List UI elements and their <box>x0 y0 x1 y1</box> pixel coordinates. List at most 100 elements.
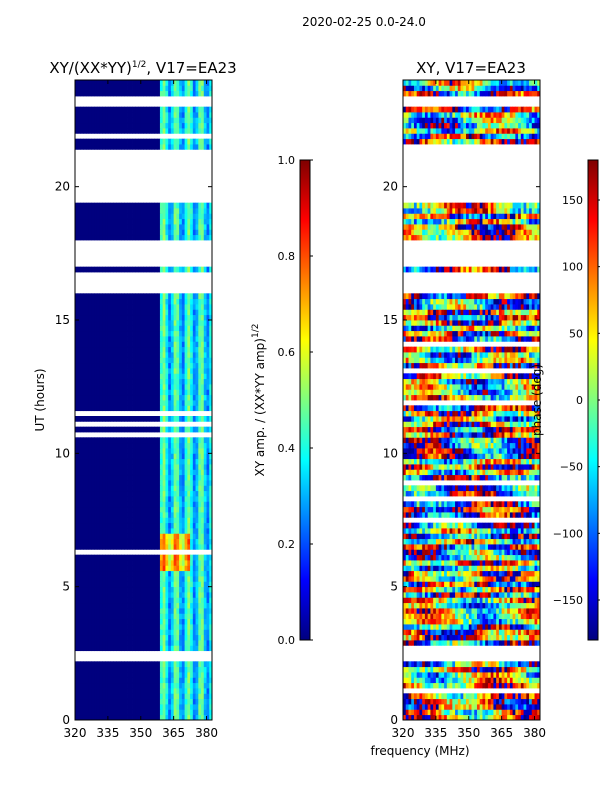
heatmap-cell <box>121 389 125 396</box>
heatmap-cell <box>80 448 84 454</box>
heatmap-cell <box>96 480 101 486</box>
heatmap-cell <box>173 304 177 310</box>
heatmap-cell <box>127 362 131 369</box>
heatmap-cell <box>94 538 98 545</box>
heatmap-cell <box>110 234 114 241</box>
heatmap-cell <box>77 373 81 380</box>
heatmap-cell <box>94 688 98 694</box>
heatmap-cell <box>419 698 423 705</box>
heatmap-cell <box>159 714 164 720</box>
heatmap-cell <box>85 346 90 353</box>
heatmap-cell <box>181 400 185 406</box>
heatmap-cell <box>198 341 202 348</box>
heatmap-cell <box>91 640 95 646</box>
heatmap-cell <box>83 602 87 609</box>
heatmap-cell <box>198 469 202 476</box>
heatmap-cell <box>96 213 101 220</box>
heatmap-cell <box>146 224 150 230</box>
heatmap-cell <box>110 688 114 694</box>
heatmap-cell <box>168 480 172 486</box>
heatmap-cell <box>515 693 519 700</box>
heatmap-cell <box>132 346 136 353</box>
heatmap-cell <box>132 394 136 401</box>
heatmap-cell <box>94 693 98 700</box>
heatmap-cell <box>168 357 172 364</box>
heatmap-cell <box>209 506 212 513</box>
heatmap-cell <box>190 202 194 209</box>
heatmap-cell <box>157 565 161 572</box>
heatmap-cell <box>157 490 161 497</box>
heatmap-cell <box>151 698 155 705</box>
heatmap-cell <box>140 464 144 470</box>
heatmap-cell <box>198 368 202 374</box>
heatmap-cell <box>85 581 90 588</box>
heatmap-cell <box>99 224 103 230</box>
heatmap-cell <box>85 373 90 380</box>
heatmap-cell <box>162 506 166 513</box>
heatmap-cell <box>94 501 98 508</box>
heatmap-cell <box>91 368 95 374</box>
heatmap-cell <box>198 602 202 609</box>
heatmap-cell <box>179 218 183 225</box>
heatmap-cell <box>534 709 538 716</box>
heatmap-cell <box>88 341 92 348</box>
heatmap-cell <box>105 213 109 220</box>
heatmap-cell <box>181 624 185 630</box>
heatmap-cell <box>187 336 191 342</box>
heatmap-cell <box>88 330 92 337</box>
heatmap-row <box>75 442 212 449</box>
heatmap-cell <box>88 458 92 465</box>
heatmap-cell <box>408 698 412 705</box>
heatmap-cell <box>113 85 117 92</box>
heatmap-cell <box>102 298 106 305</box>
heatmap-cell <box>198 304 202 310</box>
heatmap-cell <box>110 709 114 716</box>
heatmap-cell <box>151 229 155 236</box>
heatmap-cell <box>129 608 133 614</box>
heatmap-cell <box>195 714 199 720</box>
heatmap-cell <box>162 144 166 150</box>
heatmap-cell <box>192 218 196 225</box>
heatmap-cell <box>116 106 120 113</box>
heatmap-cell <box>102 565 106 572</box>
heatmap-cell <box>159 90 164 97</box>
heatmap-cell <box>129 458 133 465</box>
heatmap-cell <box>105 293 109 300</box>
heatmap-cell <box>75 346 79 353</box>
heatmap-cell <box>110 117 114 124</box>
heatmap-cell <box>184 709 188 716</box>
heatmap-cell <box>157 666 161 673</box>
heatmap-cell <box>80 357 84 364</box>
heatmap-cell <box>124 85 128 92</box>
heatmap-cell <box>135 538 139 545</box>
heatmap-cell <box>83 85 87 92</box>
heatmap-cell <box>88 373 92 380</box>
heatmap-cell <box>168 677 172 684</box>
heatmap-cell <box>195 357 199 364</box>
heatmap-cell <box>531 709 535 716</box>
heatmap-cell <box>99 458 103 465</box>
heatmap-cell <box>138 485 142 492</box>
heatmap-cell <box>190 522 194 529</box>
heatmap-cell <box>96 608 101 614</box>
heatmap-cell <box>102 512 106 518</box>
heatmap-cell <box>107 400 112 406</box>
heatmap-cell <box>209 80 212 86</box>
heatmap-cell <box>96 117 101 124</box>
heatmap-cell <box>148 144 153 150</box>
heatmap-cell <box>88 704 92 710</box>
heatmap-cell <box>96 362 101 369</box>
heatmap-cell <box>124 234 128 241</box>
heatmap-cell <box>154 581 158 588</box>
heatmap-cell <box>121 560 125 566</box>
heatmap-cell <box>113 597 117 604</box>
heatmap-cell <box>179 442 183 449</box>
heatmap-cell <box>179 490 183 497</box>
heatmap-cell <box>187 522 191 529</box>
heatmap-cell <box>192 341 196 348</box>
heatmap-cell <box>143 112 147 118</box>
heatmap-cell <box>116 608 120 614</box>
heatmap-cell <box>118 426 122 433</box>
heatmap-cell <box>121 144 125 150</box>
heatmap-cell <box>99 490 103 497</box>
